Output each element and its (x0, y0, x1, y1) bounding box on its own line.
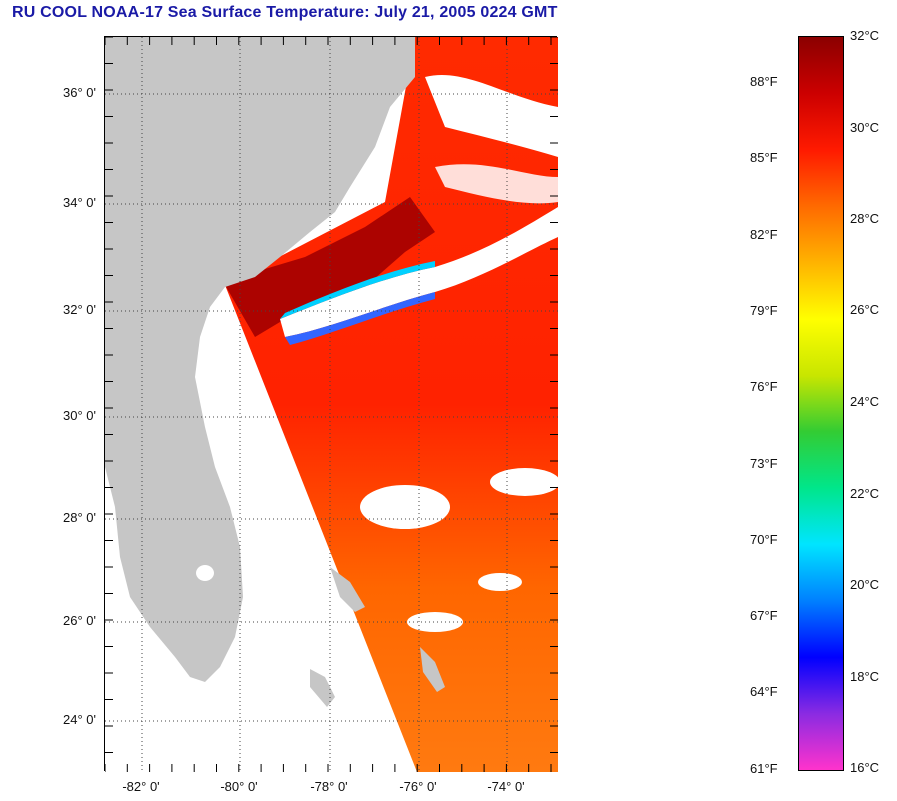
colorbar-celsius-label: 20°C (850, 577, 880, 592)
colorbar-fahrenheit-label: 61°F (750, 761, 778, 776)
longitude-label: -76° 0' (399, 779, 437, 794)
colorbar-fahrenheit-label: 64°F (750, 684, 778, 699)
colorbar-fahrenheit-label: 67°F (750, 608, 778, 623)
colorbar-celsius-label: 32°C (850, 28, 880, 43)
sst-map (104, 36, 558, 772)
longitude-label: -80° 0' (220, 779, 258, 794)
colorbar-fahrenheit-label: 70°F (750, 532, 778, 547)
colorbar-celsius-label: 28°C (850, 211, 880, 226)
latitude-label: 34° 0' (63, 195, 96, 210)
colorbar-celsius-label: 22°C (850, 486, 880, 501)
latitude-label: 26° 0' (63, 613, 96, 628)
colorbar-celsius-label: 16°C (850, 760, 880, 775)
graticule (105, 37, 558, 772)
latitude-label: 28° 0' (63, 510, 96, 525)
temperature-colorbar (798, 36, 844, 771)
latitude-label: 36° 0' (63, 85, 96, 100)
colorbar-fahrenheit-label: 79°F (750, 303, 778, 318)
sst-swath (225, 37, 558, 772)
map-canvas (105, 37, 558, 772)
land (105, 37, 445, 707)
colorbar-fahrenheit-label: 73°F (750, 456, 778, 471)
longitude-label: -74° 0' (487, 779, 525, 794)
longitude-label: -78° 0' (310, 779, 348, 794)
colorbar-celsius-label: 18°C (850, 669, 880, 684)
longitude-label: -82° 0' (122, 779, 160, 794)
map-title: RU COOL NOAA-17 Sea Surface Temperature:… (12, 4, 558, 21)
colorbar-gradient (798, 36, 844, 771)
colorbar-celsius-label: 30°C (850, 120, 880, 135)
colorbar-fahrenheit-label: 85°F (750, 150, 778, 165)
colorbar-celsius-label: 24°C (850, 394, 880, 409)
latitude-label: 24° 0' (63, 712, 96, 727)
colorbar-celsius-label: 26°C (850, 302, 880, 317)
colorbar-fahrenheit-label: 88°F (750, 74, 778, 89)
latitude-label: 32° 0' (63, 302, 96, 317)
latitude-label: 30° 0' (63, 408, 96, 423)
colorbar-fahrenheit-label: 82°F (750, 227, 778, 242)
colorbar-fahrenheit-label: 76°F (750, 379, 778, 394)
